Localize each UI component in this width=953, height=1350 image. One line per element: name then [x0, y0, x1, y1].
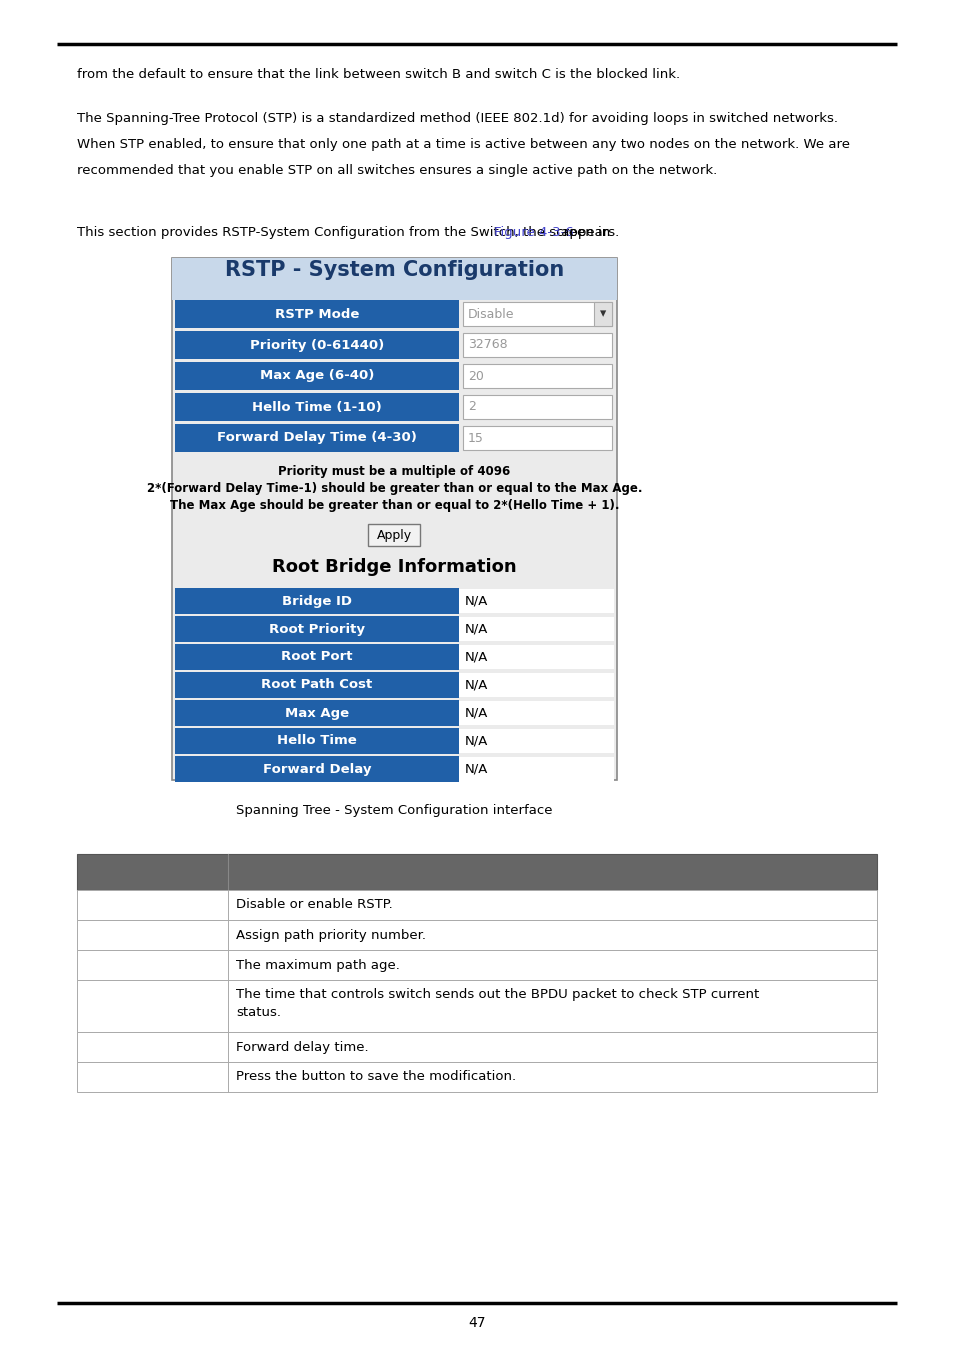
Bar	[77, 950, 876, 980]
Text: The Max Age should be greater than or equal to 2*(Hello Time + 1).: The Max Age should be greater than or eq…	[170, 500, 618, 512]
Text: appears.: appears.	[557, 225, 619, 239]
Bar	[174, 300, 458, 328]
Bar	[458, 617, 614, 641]
Bar	[174, 728, 458, 755]
Text: The maximum path age.: The maximum path age.	[235, 958, 399, 972]
Text: The time that controls switch sends out the BPDU packet to check STP current: The time that controls switch sends out …	[235, 988, 759, 1000]
Text: Assign path priority number.: Assign path priority number.	[235, 929, 426, 941]
Text: N/A: N/A	[464, 651, 488, 663]
Bar	[458, 757, 614, 782]
Text: RSTP Mode: RSTP Mode	[274, 308, 359, 320]
Bar	[458, 645, 614, 670]
Bar	[462, 302, 612, 325]
Text: recommended that you enable STP on all switches ensures a single active path on : recommended that you enable STP on all s…	[77, 163, 717, 177]
Bar	[77, 1062, 876, 1092]
Text: 20: 20	[468, 370, 483, 382]
Text: Apply: Apply	[376, 528, 412, 541]
Text: Max Age: Max Age	[285, 706, 349, 720]
Bar	[458, 589, 614, 613]
Bar	[174, 672, 458, 698]
Bar	[174, 331, 458, 359]
Text: Max Age (6-40): Max Age (6-40)	[259, 370, 374, 382]
Bar	[172, 258, 617, 300]
Text: RSTP - System Configuration: RSTP - System Configuration	[225, 261, 563, 279]
Bar	[174, 393, 458, 421]
Text: The Spanning-Tree Protocol (STP) is a standardized method (IEEE 802.1d) for avoi: The Spanning-Tree Protocol (STP) is a st…	[77, 112, 837, 126]
Text: N/A: N/A	[464, 706, 488, 720]
Text: Figure 4-3-6: Figure 4-3-6	[494, 225, 574, 239]
Text: Forward Delay: Forward Delay	[262, 763, 371, 775]
Bar	[462, 364, 612, 387]
Text: Root Path Cost: Root Path Cost	[261, 679, 373, 691]
Text: N/A: N/A	[464, 594, 488, 608]
Text: 32768: 32768	[468, 339, 507, 351]
Text: from the default to ensure that the link between switch B and switch C is the bl: from the default to ensure that the link…	[77, 68, 679, 81]
Text: N/A: N/A	[464, 734, 488, 748]
Bar	[462, 427, 612, 450]
Text: 2: 2	[468, 401, 476, 413]
Text: Hello Time (1-10): Hello Time (1-10)	[252, 401, 381, 413]
Text: ▾: ▾	[599, 308, 605, 320]
Text: Spanning Tree - System Configuration interface: Spanning Tree - System Configuration int…	[236, 805, 552, 817]
Text: Disable or enable RSTP.: Disable or enable RSTP.	[235, 899, 393, 911]
Text: Priority (0-61440): Priority (0-61440)	[250, 339, 384, 351]
Bar	[462, 396, 612, 418]
Bar	[458, 674, 614, 697]
Text: 2*(Forward Delay Time-1) should be greater than or equal to the Max Age.: 2*(Forward Delay Time-1) should be great…	[147, 482, 641, 495]
Text: N/A: N/A	[464, 679, 488, 691]
Text: N/A: N/A	[464, 622, 488, 636]
Bar	[174, 756, 458, 782]
Bar	[462, 333, 612, 356]
Text: 47: 47	[468, 1316, 485, 1330]
Bar	[174, 362, 458, 390]
Text: Forward Delay Time (4-30): Forward Delay Time (4-30)	[217, 432, 416, 444]
Bar	[458, 729, 614, 753]
Text: Press the button to save the modification.: Press the button to save the modificatio…	[235, 1071, 516, 1084]
Text: When STP enabled, to ensure that only one path at a time is active between any t: When STP enabled, to ensure that only on…	[77, 138, 849, 151]
Text: This section provides RSTP-System Configuration from the Switch, the screen in: This section provides RSTP-System Config…	[77, 225, 614, 239]
Bar	[172, 258, 617, 780]
Text: Forward delay time.: Forward delay time.	[235, 1041, 368, 1053]
Bar	[174, 616, 458, 643]
Text: N/A: N/A	[464, 763, 488, 775]
Text: Bridge ID: Bridge ID	[282, 594, 352, 608]
Bar	[174, 589, 458, 614]
Text: Root Priority: Root Priority	[269, 622, 365, 636]
Bar	[77, 980, 876, 1031]
Bar	[174, 424, 458, 452]
Bar	[77, 919, 876, 950]
Bar	[174, 701, 458, 726]
Text: status.: status.	[235, 1006, 281, 1019]
Bar	[77, 1031, 876, 1062]
Bar	[458, 701, 614, 725]
Text: 15: 15	[468, 432, 483, 444]
Bar	[174, 644, 458, 670]
Text: Root Port: Root Port	[281, 651, 353, 663]
Text: Hello Time: Hello Time	[276, 734, 356, 748]
Text: Priority must be a multiple of 4096: Priority must be a multiple of 4096	[278, 464, 510, 478]
Bar	[77, 890, 876, 919]
Bar	[594, 302, 612, 325]
Bar	[77, 855, 876, 890]
Bar	[368, 524, 420, 545]
Text: Disable: Disable	[468, 308, 514, 320]
Text: Root Bridge Information: Root Bridge Information	[272, 558, 517, 576]
